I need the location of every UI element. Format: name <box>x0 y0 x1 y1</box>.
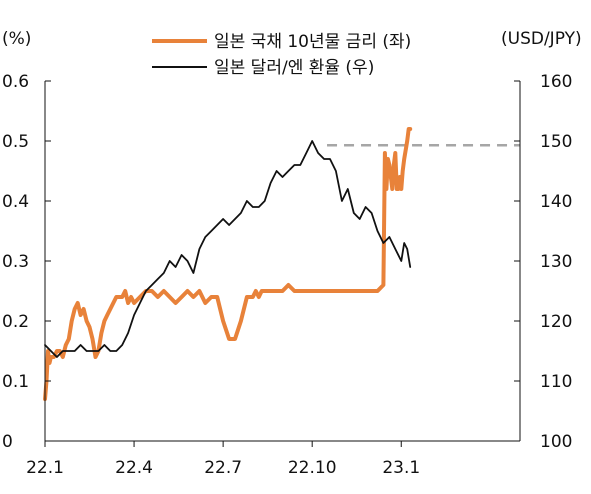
left-tick-label: 0.5 <box>2 132 29 152</box>
left-tick-label: 0.6 <box>2 72 29 92</box>
x-tick-label: 22.4 <box>115 458 153 478</box>
left-axis-unit: (%) <box>2 29 31 49</box>
right-tick-label: 130 <box>540 252 572 272</box>
left-tick-label: 0.1 <box>2 372 29 392</box>
right-axis-unit: (USD/JPY) <box>501 29 582 49</box>
left-tick-label: 0 <box>2 432 13 452</box>
plot-area <box>43 127 520 401</box>
legend-label-usdjpy: 일본 달러/엔 환율 (우) <box>214 58 374 78</box>
right-tick-label: 140 <box>540 192 572 212</box>
x-tick-label: 22.7 <box>204 458 242 478</box>
legend: 일본 국채 10년물 금리 (좌) 일본 달러/엔 환율 (우) <box>152 32 411 78</box>
right-tick-label: 110 <box>540 372 572 392</box>
right-tick-label: 150 <box>540 132 572 152</box>
series-line-usdjpy <box>44 140 412 358</box>
right-tick-label: 120 <box>540 312 572 332</box>
left-tick-label: 0.3 <box>2 252 29 272</box>
left-tick-label: 0.4 <box>2 192 29 212</box>
x-tick-label: 23.1 <box>382 458 420 478</box>
right-tick-label: 100 <box>540 432 572 452</box>
right-tick-label: 160 <box>540 72 572 92</box>
x-tick-label: 22.1 <box>26 458 64 478</box>
series-line-jgb-yield <box>43 127 413 401</box>
legend-label-jgb-yield: 일본 국채 10년물 금리 (좌) <box>214 32 411 52</box>
axis-ticks: 0 0.1 0.2 0.3 0.4 0.5 0.6 100 110 120 130 140 150 160… <box>2 72 572 478</box>
x-tick-label: 22.10 <box>288 458 337 478</box>
left-tick-label: 0.2 <box>2 312 29 332</box>
